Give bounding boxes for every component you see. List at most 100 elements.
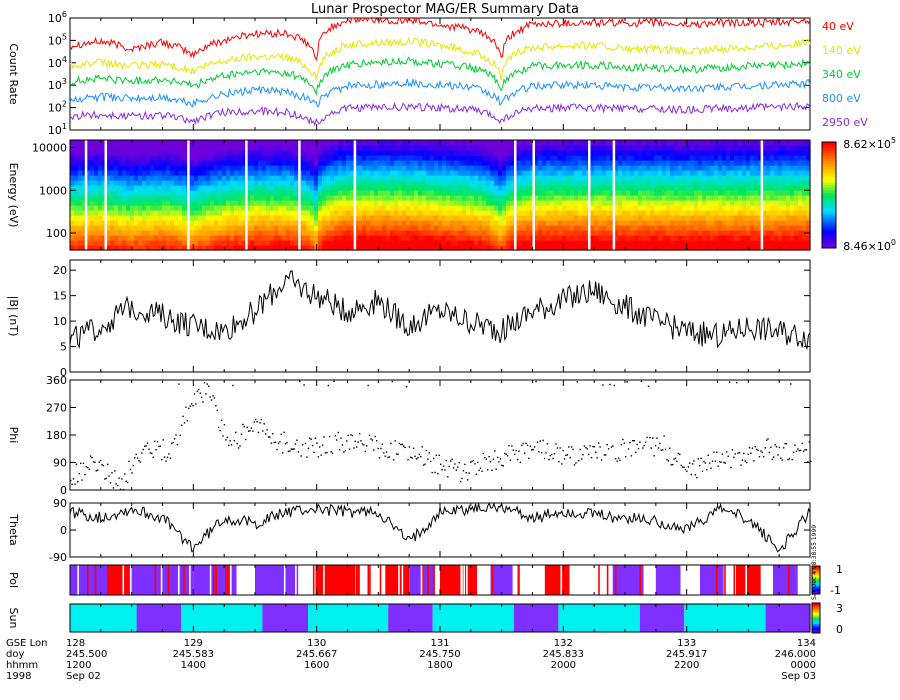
spectrogram-cell [418,145,423,151]
spectrogram-cell [646,210,651,216]
phi-point [697,458,699,460]
spectrogram-cell [602,215,607,221]
spectrogram-cell [762,170,767,176]
spectrogram-cell [466,235,471,241]
spectrogram-cell [778,240,783,246]
phi-point [472,459,475,462]
spectrogram-cell [422,190,427,196]
spectrogram-cell [778,245,783,251]
phi-point [171,442,173,445]
spectrogram-cell [138,185,143,191]
spectrogram-cell [462,230,467,236]
spectrogram-cell [394,205,399,211]
spectrogram-cell [678,195,683,201]
spectrogram-cell [346,205,351,211]
spectrogram-cell [78,180,83,186]
spectrogram-cell [174,240,179,246]
spectrogram-cell [134,235,139,241]
spectrogram-cell [154,220,159,226]
spectrogram-cell [294,160,299,166]
spectrogram-cell [578,170,583,176]
count-rate-tick-label: 103 [48,77,67,92]
spectrogram-cell [350,155,355,161]
spectrogram-cell [78,200,83,206]
phi-point [124,473,126,475]
spectrogram-cell [78,220,83,226]
spectrogram-cell [138,180,143,186]
spectrogram-cell [338,230,343,236]
spectrogram-cell [466,225,471,231]
spectrogram-cell [238,235,243,241]
spectrogram-cell [538,155,543,161]
spectrogram-cell [250,245,255,251]
spectrogram-cell [526,220,531,226]
spectrogram-cell [338,170,343,176]
spectrogram-cell [542,230,547,236]
spectrogram-cell [338,215,343,221]
phi-point [716,451,718,453]
spectrogram-cell [698,150,703,156]
spectrogram-cell [434,180,439,186]
spectrogram-cell [602,155,607,161]
spectrogram-cell [78,140,83,146]
spectrogram-cell [606,165,611,171]
spectrogram-cell [670,215,675,221]
phi-point [215,405,217,407]
spectrogram-cell [518,210,523,216]
spectrogram-cell [594,180,599,186]
spectrogram-cell [470,215,475,221]
spectrogram-cell [258,235,263,241]
spectrogram-cell [98,185,103,191]
spectrogram-cell [482,200,487,206]
spectrogram-cell [362,175,367,181]
spectrogram-cell [734,245,739,251]
spectrogram-cell [434,205,439,211]
phi-point [324,452,327,454]
spectrogram-cell [278,195,283,201]
spectrogram-cell [290,190,295,196]
spectrogram-cell [378,165,383,171]
spectrogram-cell [634,215,639,221]
phi-point [445,459,448,462]
spectrogram-cell [562,240,567,246]
spectrogram-cell [454,170,459,176]
phi-point [713,451,715,453]
spectrogram-cell [774,205,779,211]
spectrogram-cell [634,210,639,216]
phi-point [119,488,122,490]
spectrogram-cell [278,210,283,216]
spectrogram-cell [406,205,411,211]
spectrogram-cell [714,140,719,146]
spectrogram-cell [694,225,699,231]
spectrogram-cell [602,200,607,206]
spectrogram-cell [286,170,291,176]
spectrogram-cell [742,145,747,151]
spectrogram-cell [786,195,791,201]
spectrogram-cell [242,240,247,246]
spectrogram-cell [82,170,87,176]
spectrogram-cell [726,230,731,236]
spectrogram-cell [270,150,275,156]
spectrogram-cell [378,145,383,151]
spectrogram-cell [806,205,811,211]
spectrogram-cell [558,240,563,246]
spectrogram-cell [174,165,179,171]
spectrogram-cell [358,170,363,176]
spectrogram-cell [390,205,395,211]
spectrogram-cell [774,185,779,191]
spectrogram-cell [710,140,715,146]
spectrogram-cell [294,170,299,176]
spectrogram-cell [650,205,655,211]
spectrogram-cell [722,220,727,226]
spectrogram-cell [686,185,691,191]
spectrogram-cell [310,165,315,171]
spectrogram-cell [414,145,419,151]
spectrogram-cell [374,145,379,151]
spectrogram-cell [126,240,131,246]
spectrogram-cell [754,140,759,146]
spectrogram-cell [638,240,643,246]
spectrogram-cell [110,225,115,231]
spectrogram-cell [110,240,115,246]
spectrogram-cell [218,155,223,161]
spectrogram-cell [318,185,323,191]
